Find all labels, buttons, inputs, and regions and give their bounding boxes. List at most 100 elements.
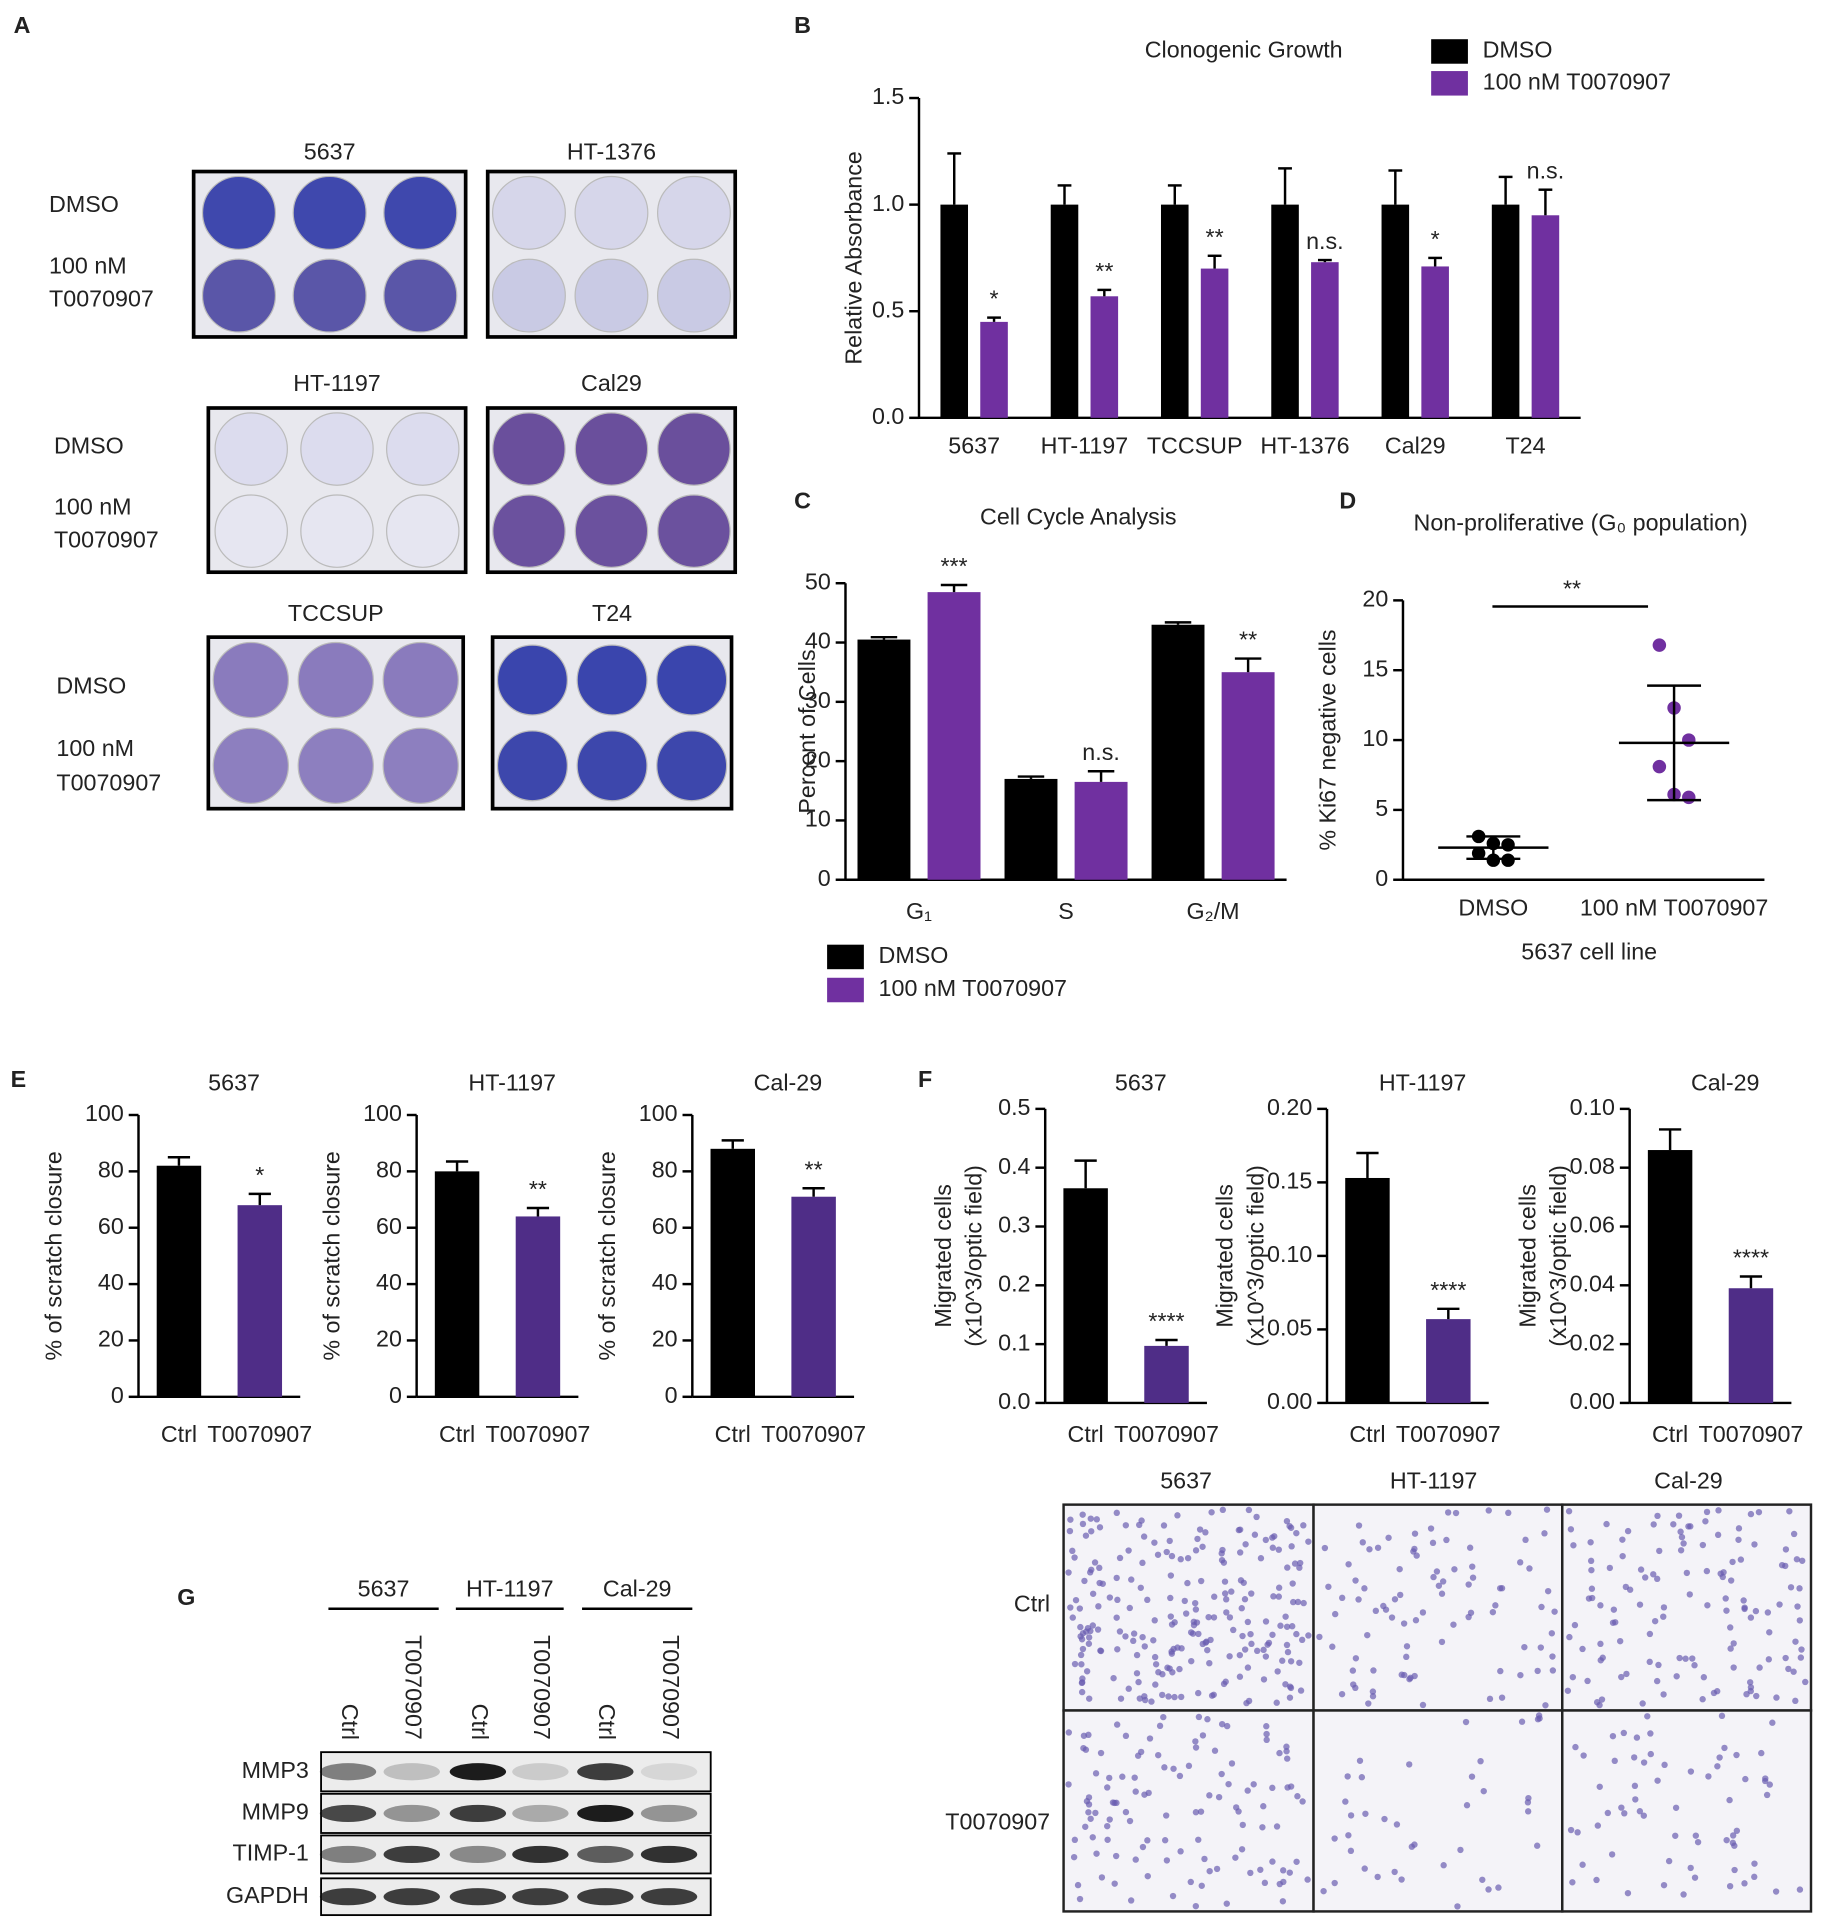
y-tick-label: 0.4 [998,1153,1030,1179]
cell [1548,1630,1556,1637]
error-bar [1498,175,1513,205]
legend-swatch [1431,71,1468,96]
cell [1619,1536,1626,1543]
cell [1672,1804,1680,1811]
error-bar [1739,1275,1763,1289]
cell [1089,1622,1097,1629]
legend-swatch [827,944,864,970]
cell [1534,1667,1541,1675]
cell [1616,1637,1624,1645]
bar [515,1216,561,1397]
cell [1619,1552,1626,1560]
error-bar [1087,769,1115,782]
band [512,1888,569,1906]
cell [1163,1548,1170,1556]
cell [1588,1594,1596,1602]
cell [1197,1808,1205,1815]
cell [1270,1593,1277,1600]
cell [1597,1657,1604,1664]
cell [1633,1734,1641,1741]
cell [1223,1722,1231,1730]
cell [1192,1599,1199,1607]
cell [1204,1646,1211,1654]
cell [1294,1598,1302,1606]
bar [980,321,1008,418]
cell [1283,1641,1291,1649]
cell [1438,1590,1446,1597]
cell [1769,1719,1776,1726]
cell [1735,1536,1742,1543]
data-point [1501,853,1515,867]
cell [1579,1645,1586,1653]
cell [1283,1623,1291,1630]
cell [1594,1822,1602,1829]
cell [1169,1892,1177,1900]
error-bar [1097,288,1112,297]
cell [1631,1782,1639,1790]
cell [1195,1713,1203,1721]
y-tick-label: 60 [98,1213,124,1239]
y-tick-label: 10 [805,806,831,832]
well [214,494,288,568]
cell [1689,1655,1696,1662]
cell [1195,1630,1202,1638]
cell [1498,1585,1506,1592]
cell [1257,1555,1265,1562]
group-label: Cal-29 [603,1576,672,1602]
cell [1122,1732,1130,1740]
cell [1733,1827,1741,1834]
cell [1111,1880,1118,1887]
cell [1345,1832,1352,1839]
cell [1262,1653,1270,1660]
cell [1721,1744,1728,1752]
cell [1364,1631,1371,1639]
cell [1778,1561,1786,1569]
x-tick-label: T0070907 [486,1421,591,1447]
cell [1206,1660,1213,1667]
cell [1110,1674,1117,1682]
chart-title: 5637 [1115,1070,1167,1096]
cell [1518,1718,1526,1725]
cell [1241,1646,1249,1653]
cell [1188,1657,1195,1665]
cell [1435,1582,1443,1589]
cell [1089,1834,1096,1841]
cell [1338,1690,1346,1698]
cell [1098,1874,1106,1881]
row-label: 100 nM [49,252,127,278]
cell [1587,1557,1595,1565]
well [576,644,648,716]
y-tick-label: 40 [805,628,831,654]
bar [1728,1288,1774,1403]
cell [1623,1670,1630,1678]
cell [1320,1887,1327,1895]
well [574,494,649,568]
cell [1758,1749,1765,1757]
blot-strip [319,1751,712,1793]
bar [1421,266,1449,418]
cell [1218,1720,1226,1728]
cell [1167,1594,1174,1602]
bar [1221,672,1275,880]
cell [1228,1760,1236,1767]
y-tick-label: 60 [376,1213,402,1239]
cell [1359,1539,1366,1546]
cell [1080,1744,1087,1752]
y-tick-label: 0.10 [1570,1094,1615,1120]
y-axis-label: Relative Absorbance [840,151,866,364]
cell [1263,1730,1270,1738]
row-label: DMSO [54,432,124,458]
cell [1636,1808,1644,1815]
cell [1087,1515,1094,1522]
cell [1730,1664,1737,1671]
cell [1293,1529,1300,1537]
cell [1305,1632,1312,1639]
cell [1466,1544,1474,1551]
cell [1150,1637,1157,1644]
y-tick-label: 15 [1362,655,1388,681]
significance-label: * [1431,226,1440,252]
cell [1370,1667,1377,1674]
cell [1290,1598,1297,1606]
cell [1714,1763,1721,1770]
cell [1201,1855,1208,1863]
